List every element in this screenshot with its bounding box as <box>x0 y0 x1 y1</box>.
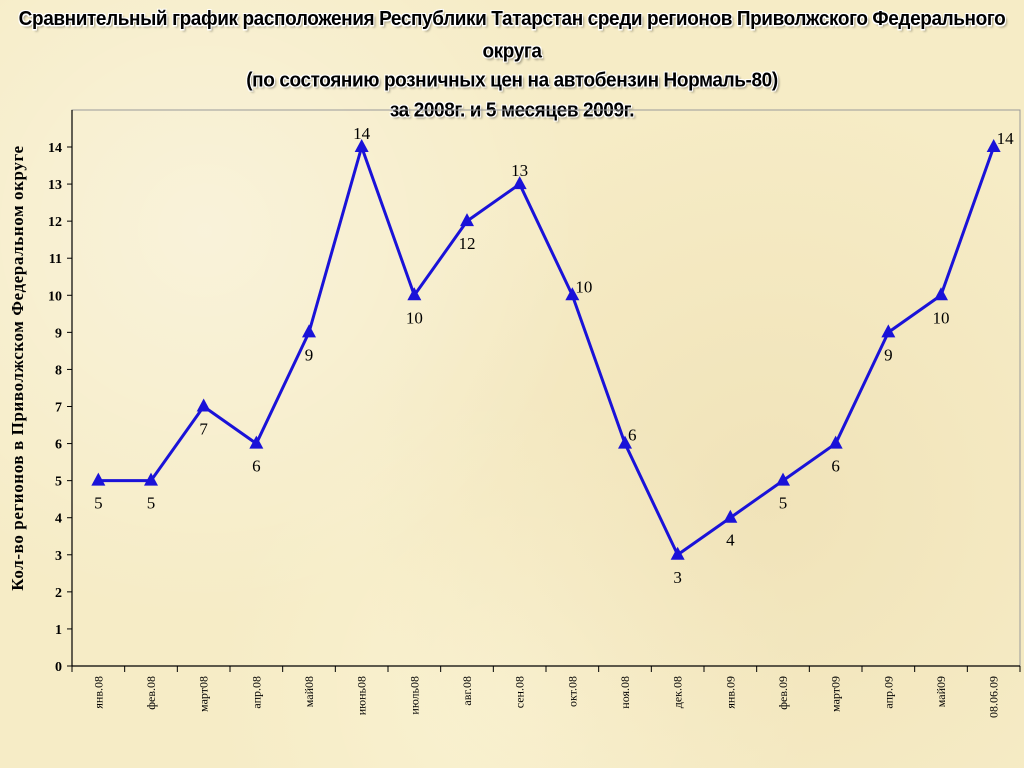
y-tick-label: 4 <box>55 512 62 527</box>
data-point <box>302 324 316 338</box>
series-line <box>98 145 996 557</box>
data-label: 14 <box>997 129 1015 148</box>
x-tick-label: март09 <box>829 676 843 712</box>
x-tick-label: янв.09 <box>723 676 737 709</box>
data-label: 4 <box>726 531 735 550</box>
data-label: 10 <box>406 308 423 327</box>
data-label: 12 <box>459 234 476 253</box>
data-point <box>618 435 632 449</box>
axes <box>71 109 1021 667</box>
data-label: 5 <box>147 494 156 513</box>
data-point <box>460 213 474 227</box>
plot-area-border <box>71 109 1021 667</box>
data-label: 10 <box>933 308 950 327</box>
data-label: 7 <box>199 420 208 439</box>
data-label: 5 <box>779 494 788 513</box>
y-tick-label: 7 <box>55 401 62 416</box>
data-point <box>407 287 422 301</box>
chart-title-line-1: Сравнительный график расположения Респуб… <box>18 7 1006 63</box>
y-tick-label: 3 <box>55 549 62 564</box>
x-tick-label: фев.08 <box>144 676 158 710</box>
x-axis-ticks: янв.08 фев.08 март08 апр.08 май08 июнь08 июль0… <box>71 666 1021 718</box>
x-tick-label: авг.08 <box>460 676 474 706</box>
y-tick-label: 14 <box>48 141 62 156</box>
data-point <box>670 546 685 560</box>
x-tick-label: ноя.08 <box>618 676 632 709</box>
data-label: 6 <box>831 457 840 476</box>
x-tick-label: апр.08 <box>249 676 263 709</box>
data-labels: 5 5 7 6 9 14 10 12 13 10 6 3 4 5 6 9 10 14 <box>94 124 1014 587</box>
y-tick-label: 10 <box>48 289 62 304</box>
data-point <box>144 472 158 486</box>
data-point <box>828 435 843 449</box>
y-tick-label: 9 <box>55 326 62 341</box>
y-tick-label: 5 <box>55 475 62 490</box>
data-markers <box>91 139 1001 560</box>
x-tick-label: март08 <box>197 676 211 712</box>
y-tick-label: 6 <box>55 438 62 453</box>
x-tick-label: окт.08 <box>565 676 579 707</box>
data-label: 13 <box>511 161 528 180</box>
data-label: 5 <box>94 494 103 513</box>
y-tick-label: 11 <box>49 252 62 267</box>
data-label: 6 <box>252 457 261 476</box>
y-tick-label: 0 <box>55 660 62 675</box>
x-tick-label: май08 <box>302 676 316 707</box>
x-tick-label: май09 <box>934 676 948 707</box>
data-label: 9 <box>305 345 314 364</box>
data-label: 3 <box>673 568 682 587</box>
data-label: 9 <box>884 345 893 364</box>
y-tick-label: 8 <box>55 363 62 378</box>
series-polyline <box>98 145 996 557</box>
y-tick-label: 1 <box>55 623 62 638</box>
data-label: 14 <box>353 124 371 143</box>
x-tick-label: июнь08 <box>355 676 369 715</box>
x-tick-label: сен.08 <box>513 676 527 708</box>
data-point <box>565 287 580 301</box>
x-tick-label: апр.09 <box>881 676 895 709</box>
x-tick-label: июль08 <box>407 676 421 715</box>
data-point <box>512 176 527 190</box>
x-tick-label: 08.06.09 <box>987 676 1001 718</box>
data-label: 10 <box>575 277 592 296</box>
data-point <box>249 435 264 449</box>
x-tick-label: фев.09 <box>776 676 790 710</box>
data-point <box>91 472 106 486</box>
data-point <box>881 324 896 338</box>
data-point <box>723 509 738 523</box>
x-tick-label: дек.08 <box>671 676 685 708</box>
data-point <box>196 398 211 412</box>
y-tick-label: 12 <box>48 215 62 230</box>
data-point <box>354 139 369 152</box>
y-tick-label: 2 <box>55 586 62 601</box>
data-point <box>934 287 948 301</box>
data-point <box>986 139 1001 152</box>
data-point <box>776 472 790 486</box>
x-tick-label: янв.08 <box>91 676 105 709</box>
chart-title-line-2: (по состоянию розничных цен на автобензи… <box>246 69 778 92</box>
data-label: 6 <box>628 426 637 445</box>
y-tick-label: 13 <box>48 178 62 193</box>
